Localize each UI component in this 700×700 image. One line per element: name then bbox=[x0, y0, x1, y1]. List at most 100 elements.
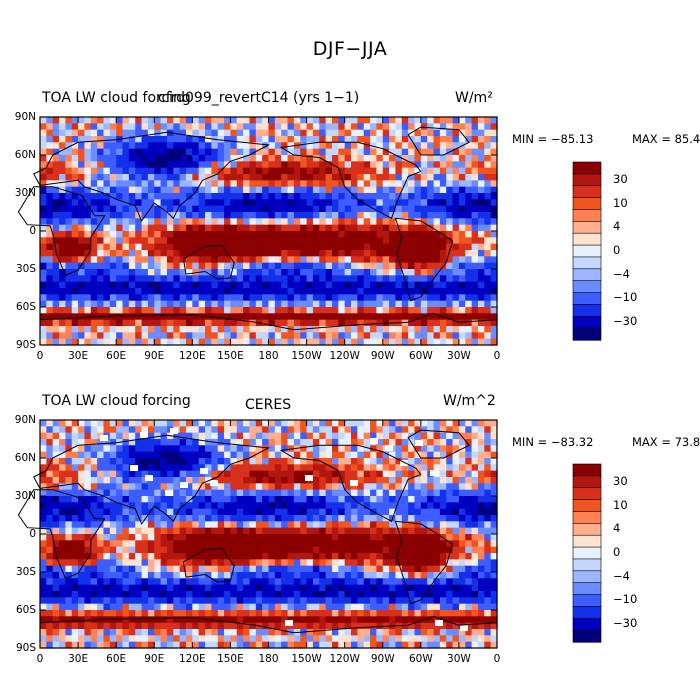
field-cell bbox=[439, 420, 447, 427]
field-cell bbox=[433, 534, 441, 541]
field-cell bbox=[401, 432, 409, 440]
field-cell bbox=[363, 572, 371, 579]
field-cell bbox=[211, 275, 219, 283]
field-cell bbox=[224, 212, 232, 219]
field-cell bbox=[477, 117, 485, 124]
field-cell bbox=[52, 199, 60, 207]
field-cell bbox=[224, 256, 232, 264]
field-cell bbox=[452, 174, 460, 181]
field-cell bbox=[173, 420, 181, 427]
field-cell bbox=[217, 313, 225, 321]
field-cell bbox=[414, 136, 422, 143]
field-cell bbox=[97, 288, 105, 295]
field-cell bbox=[408, 218, 416, 226]
field-cell bbox=[135, 591, 143, 598]
field-cell bbox=[185, 546, 193, 554]
field-cell bbox=[465, 281, 473, 289]
field-cell bbox=[446, 142, 454, 150]
field-cell bbox=[116, 186, 124, 194]
field-cell bbox=[230, 591, 238, 598]
field-cell bbox=[325, 540, 333, 548]
field-cell bbox=[128, 174, 136, 181]
field-cell bbox=[395, 420, 403, 427]
field-cell bbox=[192, 338, 200, 346]
field-cell bbox=[192, 534, 200, 541]
field-cell bbox=[192, 148, 200, 156]
field-cell bbox=[147, 218, 155, 226]
field-cell bbox=[90, 332, 98, 340]
field-cell bbox=[205, 565, 212, 573]
field-cell bbox=[382, 603, 390, 611]
field-cell bbox=[230, 508, 238, 516]
field-cell bbox=[389, 483, 397, 491]
field-cell bbox=[84, 540, 92, 548]
field-cell bbox=[312, 224, 320, 232]
field-cell bbox=[97, 483, 105, 491]
field-cell bbox=[319, 445, 327, 453]
field-cell bbox=[141, 262, 149, 270]
field-cell bbox=[300, 521, 308, 529]
field-cell bbox=[338, 262, 346, 270]
field-cell bbox=[198, 326, 206, 333]
field-cell bbox=[262, 540, 270, 548]
field-cell bbox=[116, 129, 124, 137]
field-cell bbox=[109, 470, 117, 478]
field-cell bbox=[243, 553, 251, 560]
field-cell bbox=[420, 269, 428, 276]
field-cell bbox=[249, 572, 257, 579]
field-cell bbox=[465, 288, 473, 295]
field-cell bbox=[389, 300, 397, 308]
field-cell bbox=[135, 565, 143, 573]
field-cell bbox=[363, 546, 371, 554]
field-cell bbox=[344, 432, 352, 440]
field-cell bbox=[439, 458, 447, 465]
field-cell bbox=[109, 610, 117, 617]
field-cell bbox=[465, 300, 473, 308]
field-cell bbox=[351, 540, 358, 548]
field-cell bbox=[414, 578, 422, 586]
field-cell bbox=[325, 332, 333, 340]
coastline-nam bbox=[279, 141, 422, 220]
field-cell bbox=[84, 521, 92, 529]
field-cell bbox=[370, 161, 378, 169]
field-cell bbox=[230, 616, 238, 624]
field-cell bbox=[293, 432, 301, 440]
field-cell bbox=[78, 243, 86, 251]
field-cell bbox=[452, 559, 460, 567]
field-cell bbox=[281, 553, 289, 560]
field-cell bbox=[230, 477, 238, 484]
field-cell bbox=[376, 193, 384, 200]
field-cell bbox=[338, 193, 346, 200]
field-cell bbox=[420, 426, 428, 434]
field-cell bbox=[211, 237, 219, 245]
field-cell bbox=[446, 205, 454, 213]
field-cell bbox=[414, 313, 422, 321]
field-cell bbox=[408, 281, 416, 289]
field-cell bbox=[300, 610, 308, 617]
field-cell bbox=[344, 553, 352, 560]
field-cell bbox=[160, 180, 168, 188]
field-cell bbox=[160, 489, 168, 497]
field-cell bbox=[230, 597, 238, 605]
field-cell bbox=[192, 432, 200, 440]
field-cell bbox=[78, 458, 86, 465]
field-cell bbox=[179, 515, 187, 522]
field-cell bbox=[376, 515, 384, 522]
field-cell bbox=[154, 307, 162, 314]
field-cell bbox=[287, 338, 295, 346]
field-cell bbox=[376, 275, 384, 283]
field-cell bbox=[370, 174, 378, 181]
field-cell bbox=[446, 319, 454, 327]
field-cell bbox=[224, 199, 232, 207]
field-cell bbox=[141, 591, 149, 598]
field-cell bbox=[408, 326, 416, 333]
field-cell bbox=[357, 193, 365, 200]
field-cell bbox=[166, 288, 174, 295]
field-cell bbox=[471, 136, 479, 143]
field-cell bbox=[166, 167, 174, 175]
field-cell bbox=[97, 262, 105, 270]
field-cell bbox=[173, 445, 181, 453]
field-cell bbox=[281, 559, 289, 567]
field-cell bbox=[452, 540, 460, 548]
field-cell bbox=[312, 136, 320, 143]
